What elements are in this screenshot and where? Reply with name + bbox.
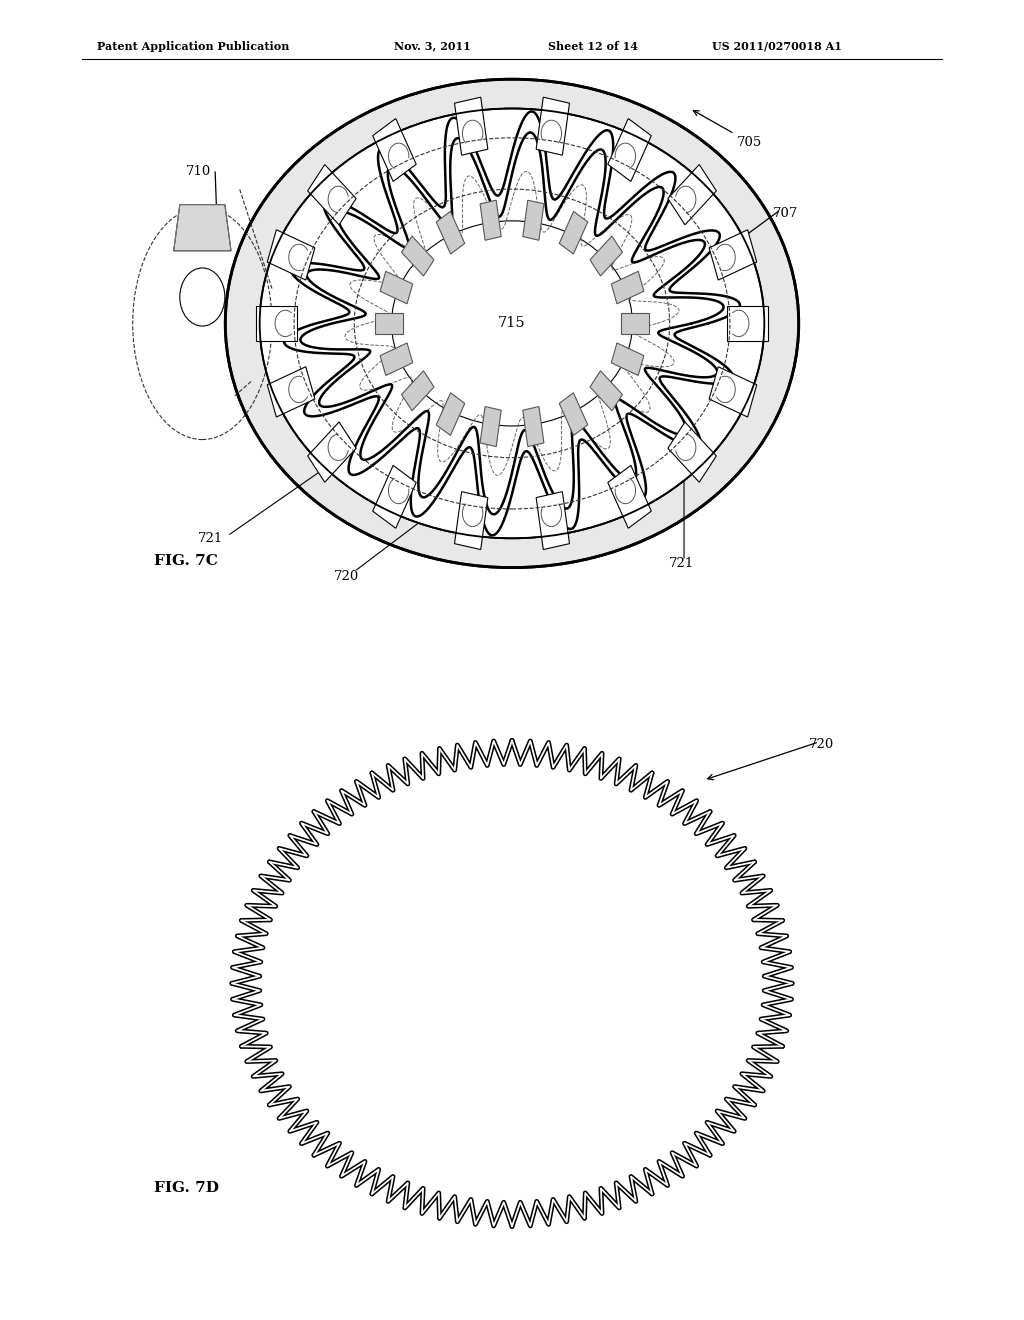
Polygon shape	[401, 236, 434, 276]
Text: 707: 707	[773, 207, 799, 220]
Text: 710: 710	[186, 165, 212, 178]
Polygon shape	[455, 98, 487, 156]
Ellipse shape	[180, 268, 225, 326]
Polygon shape	[267, 230, 314, 280]
Polygon shape	[380, 343, 413, 375]
Polygon shape	[436, 211, 465, 253]
Polygon shape	[523, 201, 544, 240]
Polygon shape	[559, 211, 588, 253]
Text: 721: 721	[669, 557, 694, 570]
Polygon shape	[373, 466, 416, 528]
Polygon shape	[436, 393, 465, 436]
Text: 705: 705	[693, 111, 763, 149]
Polygon shape	[668, 422, 717, 482]
Polygon shape	[480, 201, 501, 240]
Polygon shape	[537, 491, 569, 549]
Polygon shape	[373, 119, 416, 181]
Ellipse shape	[391, 220, 633, 426]
Polygon shape	[256, 306, 297, 341]
Polygon shape	[375, 313, 403, 334]
Text: 715: 715	[499, 317, 525, 330]
Polygon shape	[590, 236, 623, 276]
Ellipse shape	[260, 108, 764, 539]
Text: Patent Application Publication: Patent Application Publication	[97, 41, 290, 51]
Polygon shape	[455, 491, 487, 549]
Ellipse shape	[225, 79, 799, 568]
Polygon shape	[307, 422, 356, 482]
Polygon shape	[401, 371, 434, 411]
Polygon shape	[611, 343, 644, 375]
Polygon shape	[727, 306, 768, 341]
Polygon shape	[608, 119, 651, 181]
Polygon shape	[590, 371, 623, 411]
Polygon shape	[523, 407, 544, 446]
Polygon shape	[710, 230, 757, 280]
Polygon shape	[267, 367, 314, 417]
Polygon shape	[307, 165, 356, 224]
Polygon shape	[621, 313, 649, 334]
Polygon shape	[380, 272, 413, 304]
Polygon shape	[710, 367, 757, 417]
Text: FIG. 7D: FIG. 7D	[154, 1181, 218, 1195]
Text: FIG. 7C: FIG. 7C	[154, 554, 217, 568]
Text: Sheet 12 of 14: Sheet 12 of 14	[548, 41, 638, 51]
Polygon shape	[480, 407, 501, 446]
Polygon shape	[611, 272, 644, 304]
Text: 720: 720	[809, 738, 835, 751]
Polygon shape	[608, 466, 651, 528]
Text: 720: 720	[334, 570, 358, 583]
Polygon shape	[559, 393, 588, 436]
Text: US 2011/0270018 A1: US 2011/0270018 A1	[712, 41, 842, 51]
Polygon shape	[668, 165, 717, 224]
Text: Nov. 3, 2011: Nov. 3, 2011	[394, 41, 471, 51]
Polygon shape	[174, 205, 231, 251]
Polygon shape	[537, 98, 569, 156]
Text: 721: 721	[198, 532, 223, 545]
